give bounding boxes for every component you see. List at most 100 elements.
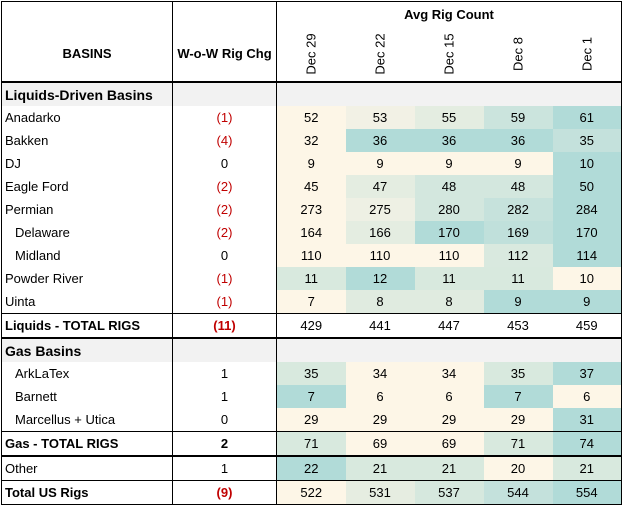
rig-count-value: 53 [345,106,415,129]
rig-count-value: 36 [483,129,553,152]
rig-count-value: 21 [414,456,484,481]
date-header: Dec 29 [276,26,346,83]
wow-change: (1) [172,267,277,290]
basin-name: Total US Rigs [1,480,173,505]
wow-change: 0 [172,408,277,432]
basin-name: Other [1,456,173,481]
rig-count-value: 36 [414,129,484,152]
rig-count-value: 537 [414,480,484,505]
rig-count-value: 11 [414,267,484,290]
rig-count-value: 7 [483,385,553,408]
table-row: Bakken (4) 32 36 36 36 35 [1,129,622,152]
header-blank-basin [1,1,173,26]
rig-count-table: Avg Rig Count BASINS W-o-W Rig Chg Dec 2… [1,1,622,505]
wow-change: 0 [172,244,277,267]
rig-count-value: 35 [276,362,346,385]
wow-change: 1 [172,385,277,408]
rig-count-value: 34 [345,362,415,385]
section-fill [172,338,277,362]
rig-count-value: 8 [345,290,415,314]
rig-count-value: 9 [483,152,553,175]
header-blank-wow [172,1,277,26]
basin-name: Anadarko [1,106,173,129]
table-row: ArkLaTex 1 35 34 34 35 37 [1,362,622,385]
rig-count-value: 9 [483,290,553,314]
rig-count-value: 45 [276,175,346,198]
wow-change: (2) [172,221,277,244]
section-fill-values [276,82,622,106]
rig-count-value: 6 [414,385,484,408]
rig-count-value: 282 [483,198,553,221]
wow-change: 0 [172,152,277,175]
basin-name: Powder River [1,267,173,290]
rig-count-value: 71 [276,431,346,457]
rig-count-value: 21 [552,456,622,481]
date-header: Dec 1 [552,26,622,83]
table-row: Barnett 1 7 6 6 7 6 [1,385,622,408]
basin-name: ArkLaTex [1,362,173,385]
basin-name: DJ [1,152,173,175]
rig-count-value: 29 [345,408,415,432]
rig-count-value: 34 [414,362,484,385]
rig-count-value: 10 [552,152,622,175]
rig-count-value: 170 [414,221,484,244]
table-row: Powder River (1) 11 12 11 11 10 [1,267,622,290]
rig-count-value: 69 [414,431,484,457]
rig-count-value: 9 [552,290,622,314]
rig-count-value: 453 [483,313,553,339]
rig-count-value: 9 [276,152,346,175]
rig-count-value: 554 [552,480,622,505]
rig-count-value: 29 [483,408,553,432]
rig-count-value: 531 [345,480,415,505]
rig-count-value: 275 [345,198,415,221]
wow-change: (9) [172,480,277,505]
rig-count-value: 8 [414,290,484,314]
rig-count-value: 170 [552,221,622,244]
basin-name: Permian [1,198,173,221]
section-header-row: Liquids-Driven Basins [1,82,622,106]
basin-name: Barnett [1,385,173,408]
table-row: Permian (2) 273 275 280 282 284 [1,198,622,221]
rig-count-value: 9 [414,152,484,175]
basin-name: Midland [1,244,173,267]
rig-count-value: 52 [276,106,346,129]
rig-count-value: 166 [345,221,415,244]
rig-count-value: 48 [483,175,553,198]
rig-count-value: 544 [483,480,553,505]
date-header: Dec 15 [414,26,484,83]
wow-change: (11) [172,313,277,339]
basin-name: Marcellus + Utica [1,408,173,432]
wow-header: W-o-W Rig Chg [172,26,277,83]
rig-count-value: 11 [276,267,346,290]
rig-count-value: 280 [414,198,484,221]
rig-count-value: 429 [276,313,346,339]
rig-count-value: 47 [345,175,415,198]
total-row: Total US Rigs (9) 522 531 537 544 554 [1,480,622,505]
rig-count-value: 69 [345,431,415,457]
rig-count-value: 110 [345,244,415,267]
rig-count-value: 6 [345,385,415,408]
rig-count-value: 164 [276,221,346,244]
section-title: Gas Basins [1,338,173,362]
rig-count-value: 55 [414,106,484,129]
wow-change: (2) [172,175,277,198]
rig-count-value: 59 [483,106,553,129]
table-row: Marcellus + Utica 0 29 29 29 29 31 [1,408,622,432]
rig-count-value: 459 [552,313,622,339]
rig-count-value: 522 [276,480,346,505]
total-row: Gas - TOTAL RIGS 2 71 69 69 71 74 [1,431,622,457]
rig-count-value: 6 [552,385,622,408]
rig-count-value: 37 [552,362,622,385]
date-header: Dec 22 [345,26,415,83]
rig-count-value: 284 [552,198,622,221]
rig-count-value: 50 [552,175,622,198]
table-row: Eagle Ford (2) 45 47 48 48 50 [1,175,622,198]
rig-count-value: 110 [414,244,484,267]
basins-header: BASINS [1,26,173,83]
basin-name: Delaware [1,221,173,244]
rig-count-value: 29 [414,408,484,432]
table-row: Midland 0 110 110 110 112 114 [1,244,622,267]
rig-count-value: 21 [345,456,415,481]
rig-count-value: 447 [414,313,484,339]
rig-count-value: 7 [276,290,346,314]
